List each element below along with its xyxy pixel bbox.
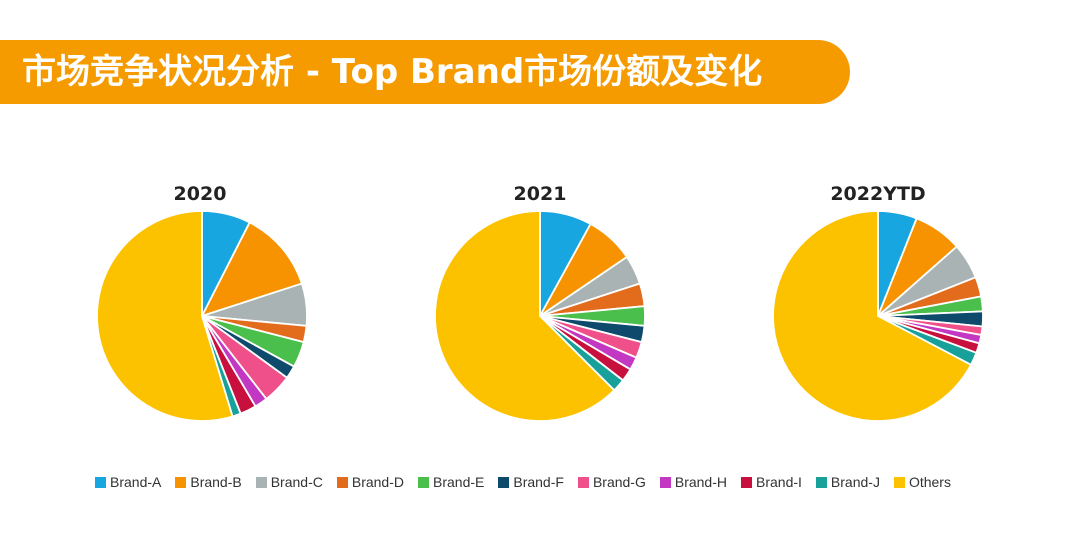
legend-item-brand-g: Brand-G xyxy=(577,474,646,490)
legend-swatch xyxy=(95,476,106,488)
pie-slice-2021-others xyxy=(434,210,616,422)
legend-item-brand-f: Brand-F xyxy=(498,474,564,490)
chart-title-2020: 2020 xyxy=(173,183,227,205)
legend-label: Brand-D xyxy=(351,474,404,490)
legend-item-brand-b: Brand-B xyxy=(175,474,242,490)
legend-swatch xyxy=(175,476,187,488)
legend-item-brand-h: Brand-H xyxy=(659,474,727,490)
legend-label: Brand-C xyxy=(270,474,323,490)
pie-slice-2022ytd-others xyxy=(772,210,972,422)
legend-swatch xyxy=(741,476,752,488)
legend-label: Brand-G xyxy=(592,474,646,490)
legend-swatch xyxy=(255,476,267,488)
legend-swatch xyxy=(577,476,589,488)
legend-label: Brand-J xyxy=(830,474,880,490)
legend-swatch xyxy=(498,476,510,488)
legend-item-brand-e: Brand-E xyxy=(418,474,484,490)
legend-label: Brand-E xyxy=(433,474,485,490)
legend-swatch xyxy=(893,476,905,488)
legend-swatch xyxy=(336,476,348,488)
legend-label: Others xyxy=(908,474,951,490)
legend-label: Brand-F xyxy=(513,474,564,490)
legend-item-others: Others xyxy=(893,474,951,490)
legend-item-brand-j: Brand-J xyxy=(815,474,880,490)
pie-slice-2020-others xyxy=(96,210,234,422)
legend-label: Brand-I xyxy=(756,474,802,490)
legend-item-brand-c: Brand-C xyxy=(255,474,323,490)
legend-label: Brand-B xyxy=(190,474,242,490)
legend-item-brand-d: Brand-D xyxy=(336,474,404,490)
legend-swatch xyxy=(418,476,429,488)
chart-title-2021: 2021 xyxy=(513,183,567,205)
chart-legend: Brand-A Brand-B Brand-C Brand-D Brand-E Brand… xyxy=(95,472,995,492)
legend-label: Brand-H xyxy=(674,474,727,490)
legend-swatch xyxy=(659,476,671,488)
legend-item-brand-i: Brand-I xyxy=(741,474,802,490)
legend-item-brand-a: Brand-A xyxy=(95,474,161,490)
page-title: 市场竞争状况分析 - Top Brand市场份额及变化 xyxy=(22,52,763,92)
title-banner: 市场竞争状况分析 - Top Brand市场份额及变化 xyxy=(0,40,850,104)
legend-swatch xyxy=(815,476,827,488)
chart-title-2022ytd: 2022YTD xyxy=(830,183,926,205)
pie-slice-2020-brand-b xyxy=(201,221,303,317)
legend-label: Brand-A xyxy=(110,474,162,490)
